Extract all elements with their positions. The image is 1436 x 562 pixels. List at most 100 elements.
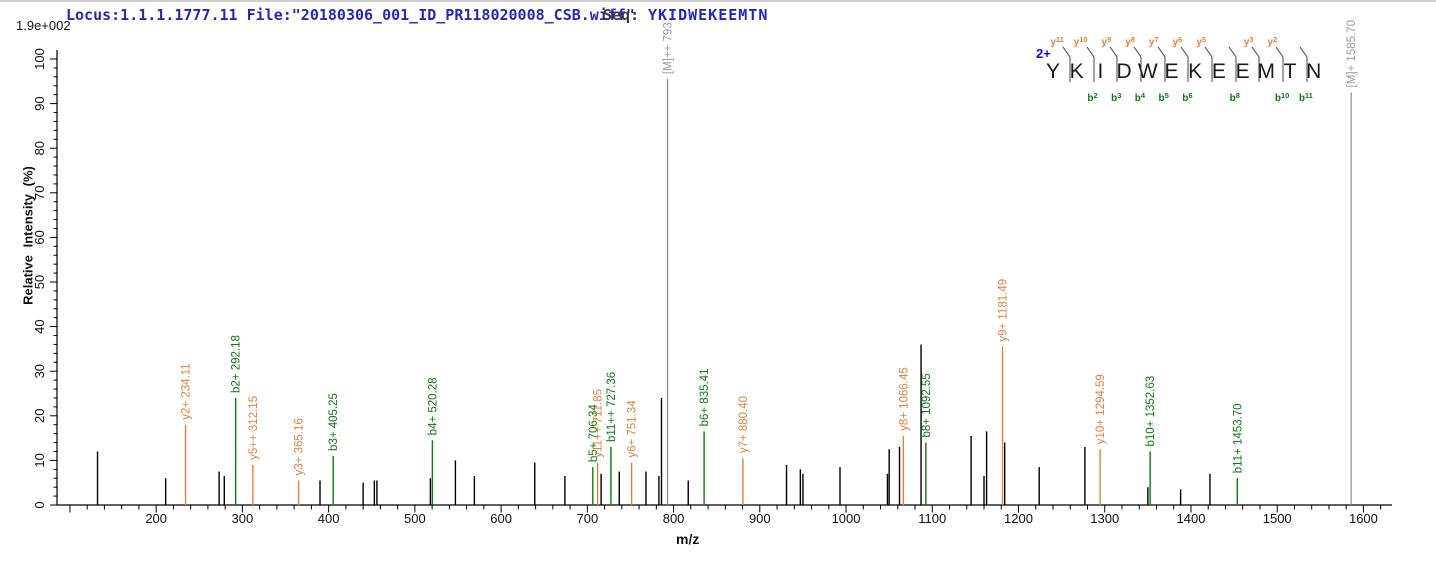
peak-label: b3+ 405.25 <box>328 393 340 451</box>
fragment-boundary-mark <box>1299 46 1308 82</box>
y-tick-label: 100 <box>32 48 47 70</box>
intensity-scale-text: 1.9e+002 <box>16 18 71 33</box>
precursor-charge: 2+ <box>1036 46 1051 61</box>
x-tick-label: 200 <box>145 511 167 526</box>
y-ion-label: y9 <box>1101 35 1112 48</box>
fragment-boundary-mark <box>1109 46 1118 82</box>
fragment-boundary-mark <box>1275 46 1284 82</box>
residue-letter: K <box>1188 60 1203 83</box>
peak-label: y9+ 1181.49 <box>998 279 1010 342</box>
b-ion-label: b3 <box>1111 91 1122 104</box>
x-tick-label: 600 <box>490 511 512 526</box>
peak-label: b2+ 292.18 <box>231 335 243 393</box>
b-ion-label: b2 <box>1087 91 1098 104</box>
x-tick-label: 800 <box>663 511 685 526</box>
b-ion-label: b8 <box>1229 91 1240 104</box>
y-ion-label: y11 <box>1050 35 1064 48</box>
x-tick-label: 1200 <box>1004 511 1033 526</box>
y-tick-label: 60 <box>32 230 47 244</box>
fragment-boundary-path <box>1133 46 1142 82</box>
y-tick-label: 30 <box>32 364 47 378</box>
fragment-boundary-path <box>1157 46 1166 82</box>
header-bar: Locus:1.1.1.1777.11 File:"20180306_001_I… <box>0 6 1436 26</box>
y-tick-label: 70 <box>32 186 47 200</box>
peak-label: b11+ 1453.70 <box>1232 403 1244 473</box>
seq-label: Seq: <box>603 6 640 24</box>
peak-label: b11++ 727.36 <box>606 372 618 442</box>
residue-letter: D <box>1116 60 1132 83</box>
peak-label: b5+ 706.34 <box>588 404 600 462</box>
fragment-boundary-path <box>1299 46 1308 82</box>
y-tick-label: 10 <box>32 453 47 467</box>
fragment-boundary-mark <box>1157 46 1166 82</box>
y-tick-label: 0 <box>32 501 47 508</box>
x-tick-label: 1000 <box>832 511 861 526</box>
x-axis-title: m/z <box>676 531 700 547</box>
peak-label: y3+ 365.16 <box>294 418 306 475</box>
y-tick-label: 40 <box>32 319 47 333</box>
residue-letter: E <box>1211 60 1226 83</box>
y-tick-label: 20 <box>32 409 47 423</box>
y-tick-label: 90 <box>32 96 47 110</box>
residue-letter: N <box>1306 60 1322 83</box>
y-ion-label: y6 <box>1172 35 1183 48</box>
x-tick-label: 900 <box>749 511 771 526</box>
fragment-boundary-mark <box>1133 46 1142 82</box>
x-tick-label: 700 <box>576 511 598 526</box>
x-tick-label: 1100 <box>918 511 946 526</box>
fragment-boundary-path <box>1228 46 1237 82</box>
peak-label: y7+ 880.40 <box>738 396 750 453</box>
b-ion-label: b5 <box>1158 91 1169 104</box>
fragment-boundary-path <box>1109 46 1118 82</box>
y-tick-label: 50 <box>32 275 47 289</box>
peak-label: y8+ 1066.45 <box>898 367 910 431</box>
y-ion-label: y10 <box>1073 35 1088 48</box>
residue-letter: Y <box>1045 60 1060 83</box>
residue-letter: M <box>1257 60 1276 83</box>
peak-label: [M]+ 1585.70 <box>1346 20 1358 87</box>
residue-letter: E <box>1235 60 1250 83</box>
y-ion-label: y3 <box>1243 35 1254 48</box>
b-ion-label: b10 <box>1274 91 1290 104</box>
x-tick-label: 1300 <box>1090 511 1119 526</box>
fragment-boundary-path <box>1180 46 1189 82</box>
residue-letter: W <box>1137 60 1158 83</box>
fragment-boundary-path <box>1062 46 1071 82</box>
b-ion-label: b4 <box>1134 91 1146 104</box>
x-tick-label: 300 <box>232 511 254 526</box>
fragment-boundary-path <box>1204 46 1213 82</box>
fragment-boundary-mark <box>1252 46 1260 82</box>
y-ion-label: y5 <box>1196 35 1207 48</box>
b-ion-label: b11 <box>1298 91 1313 104</box>
residue-letter: K <box>1069 60 1084 83</box>
peak-label: b10+ 1352.63 <box>1145 376 1157 447</box>
x-tick-label: 1400 <box>1177 511 1206 526</box>
fragment-boundary-mark <box>1228 46 1237 82</box>
b-ion-label: b6 <box>1182 91 1193 104</box>
fragment-boundary-mark <box>1204 46 1213 82</box>
x-tick-label: 1600 <box>1349 511 1378 526</box>
fragment-boundary-path <box>1086 46 1095 82</box>
fragment-boundary-path <box>1252 46 1260 82</box>
fragment-boundary-mark <box>1086 46 1095 82</box>
x-tick-label: 400 <box>318 511 340 526</box>
peak-label: b6+ 835.41 <box>699 369 711 427</box>
peak-label: y6+ 751.34 <box>627 400 639 458</box>
fragment-boundary-mark <box>1180 46 1189 82</box>
y-tick-label: 80 <box>32 141 47 155</box>
peak-label: y2+ 234.11 <box>181 363 193 419</box>
fragment-boundary-path <box>1275 46 1284 82</box>
residue-letter: T <box>1283 60 1297 83</box>
peak-label: b4+ 520.28 <box>427 377 439 435</box>
y-ion-label: y7 <box>1148 35 1159 48</box>
peak-label: y10+ 1294.59 <box>1095 374 1107 444</box>
fragment-boundary-mark <box>1062 46 1071 82</box>
peak-label: [M]++ 793 <box>663 22 675 74</box>
residue-letter: I <box>1097 60 1104 83</box>
residue-letter: E <box>1164 60 1179 83</box>
y-ion-label: y8 <box>1125 35 1135 48</box>
y-ion-label: y2 <box>1267 35 1278 48</box>
peak-label: y11++ 711.85 <box>593 389 605 458</box>
